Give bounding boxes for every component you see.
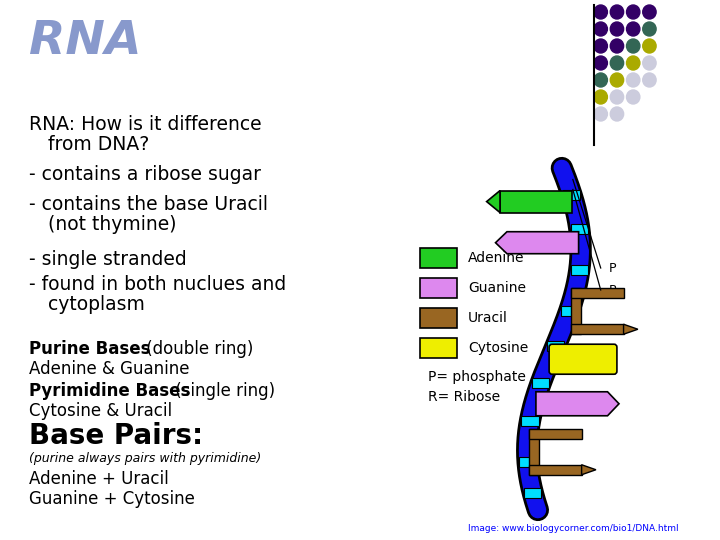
Text: - contains a ribose sugar: - contains a ribose sugar xyxy=(29,165,261,184)
Text: Guanine: Guanine xyxy=(468,281,526,295)
Text: R= Ribose: R= Ribose xyxy=(428,390,500,404)
Text: R: R xyxy=(608,284,617,296)
Text: RNA: RNA xyxy=(29,19,141,64)
FancyBboxPatch shape xyxy=(420,278,456,298)
Text: from DNA?: from DNA? xyxy=(48,135,149,154)
FancyBboxPatch shape xyxy=(532,378,549,388)
Text: Pyrimidine Bases: Pyrimidine Bases xyxy=(29,382,190,400)
Circle shape xyxy=(594,5,608,19)
FancyBboxPatch shape xyxy=(561,306,577,316)
FancyBboxPatch shape xyxy=(571,288,624,298)
Circle shape xyxy=(611,5,624,19)
Text: Guanine + Cytosine: Guanine + Cytosine xyxy=(29,490,194,508)
Circle shape xyxy=(626,39,640,53)
Circle shape xyxy=(594,56,608,70)
Text: - contains the base Uracil: - contains the base Uracil xyxy=(29,195,268,214)
FancyBboxPatch shape xyxy=(524,488,541,498)
FancyBboxPatch shape xyxy=(571,324,624,334)
Circle shape xyxy=(611,73,624,87)
FancyBboxPatch shape xyxy=(571,288,580,334)
Text: (purine always pairs with pyrimidine): (purine always pairs with pyrimidine) xyxy=(29,452,261,465)
Text: Uracil: Uracil xyxy=(468,311,508,325)
Text: (double ring): (double ring) xyxy=(141,340,253,358)
Polygon shape xyxy=(495,232,579,254)
Text: - single stranded: - single stranded xyxy=(29,250,186,269)
Polygon shape xyxy=(582,465,596,475)
Circle shape xyxy=(643,39,656,53)
FancyBboxPatch shape xyxy=(521,416,539,426)
Circle shape xyxy=(611,56,624,70)
Circle shape xyxy=(626,56,640,70)
Text: - found in both nuclues and: - found in both nuclues and xyxy=(29,275,286,294)
Circle shape xyxy=(611,22,624,36)
Text: Cytosine: Cytosine xyxy=(468,341,528,355)
FancyBboxPatch shape xyxy=(549,344,617,374)
Circle shape xyxy=(626,90,640,104)
Circle shape xyxy=(643,56,656,70)
Text: P: P xyxy=(608,261,616,274)
FancyBboxPatch shape xyxy=(571,224,588,234)
Text: Cytosine & Uracil: Cytosine & Uracil xyxy=(29,402,172,420)
Circle shape xyxy=(594,39,608,53)
FancyBboxPatch shape xyxy=(519,457,536,467)
Circle shape xyxy=(594,22,608,36)
Text: RNA: How is it difference: RNA: How is it difference xyxy=(29,115,261,134)
Circle shape xyxy=(643,73,656,87)
Text: Adenine + Uracil: Adenine + Uracil xyxy=(29,470,168,488)
FancyBboxPatch shape xyxy=(563,190,580,200)
Circle shape xyxy=(626,22,640,36)
FancyBboxPatch shape xyxy=(529,429,582,438)
Circle shape xyxy=(594,73,608,87)
Circle shape xyxy=(594,107,608,121)
Text: (not thymine): (not thymine) xyxy=(48,215,176,234)
Text: P= phosphate: P= phosphate xyxy=(428,370,526,384)
FancyBboxPatch shape xyxy=(547,341,564,350)
Circle shape xyxy=(611,107,624,121)
FancyBboxPatch shape xyxy=(420,308,456,328)
FancyBboxPatch shape xyxy=(529,465,582,475)
Text: (single ring): (single ring) xyxy=(170,382,275,400)
Text: Purine Bases: Purine Bases xyxy=(29,340,150,358)
FancyBboxPatch shape xyxy=(420,248,456,268)
FancyBboxPatch shape xyxy=(571,265,588,275)
Circle shape xyxy=(626,5,640,19)
FancyBboxPatch shape xyxy=(420,338,456,358)
Circle shape xyxy=(611,90,624,104)
Circle shape xyxy=(611,39,624,53)
Text: Image: www.biologycorner.com/bio1/DNA.html: Image: www.biologycorner.com/bio1/DNA.ht… xyxy=(468,524,678,533)
Circle shape xyxy=(626,73,640,87)
Text: Adenine & Guanine: Adenine & Guanine xyxy=(29,360,189,378)
Polygon shape xyxy=(536,392,619,416)
Circle shape xyxy=(594,90,608,104)
Text: Adenine: Adenine xyxy=(468,251,524,265)
Text: Base Pairs:: Base Pairs: xyxy=(29,422,203,450)
FancyBboxPatch shape xyxy=(529,429,539,475)
Circle shape xyxy=(643,22,656,36)
Polygon shape xyxy=(487,191,500,213)
FancyBboxPatch shape xyxy=(500,191,572,213)
Polygon shape xyxy=(624,324,638,334)
Text: cytoplasm: cytoplasm xyxy=(48,295,145,314)
Circle shape xyxy=(643,5,656,19)
